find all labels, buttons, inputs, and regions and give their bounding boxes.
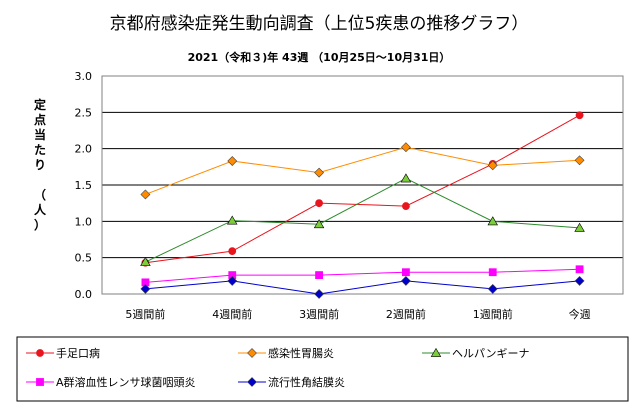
legend-label: A群溶血性レンサ球菌咽頭炎 [56,375,196,389]
data-point [488,268,497,277]
data-point [487,216,498,226]
x-tick-label: 今週 [569,307,591,321]
legend-item: 手足口病 [26,346,100,360]
data-point [402,268,410,277]
y-tick-label: 2.5 [75,106,93,119]
data-point [402,202,410,210]
y-axis-label-char: り [34,158,46,172]
chart-title: 京都府感染症発生動向調査（上位5疾患の推移グラフ） [110,14,529,34]
data-point [315,199,323,208]
legend-item: 流行性角結膜炎 [238,375,345,389]
series-line [145,114,580,264]
legend [16,336,629,402]
legend-item: ヘルパンギーナ [422,347,530,360]
data-point [227,156,238,166]
data-point [575,265,584,274]
data-point [487,283,498,294]
y-tick-label: 1.5 [75,179,93,192]
y-axis-label-char: 点 [34,112,46,127]
y-axis-label-char: ） [34,217,46,232]
x-tick-label: 3週間前 [299,307,339,321]
x-axis-ticks: 5週間前 4週間前 3週間前 2週間前 1週間前 今週 [125,307,590,321]
series-line [145,146,580,195]
chart-subtitle: 2021（令和３)年 43週 （10月25日～10月31日） [188,50,451,64]
y-tick-label: 3.0 [75,70,93,83]
y-tick-label: 0.0 [75,288,93,301]
legend-marker [247,377,257,387]
x-tick-label: 4週間前 [212,307,252,321]
data-point [227,275,238,286]
y-tick-label: 1.0 [75,215,93,228]
legend-label: 流行性角結膜炎 [268,375,345,389]
legend-item: 感染性胃腸炎 [238,346,334,360]
series-line [145,280,580,295]
legend-label: 感染性胃腸炎 [268,346,334,360]
data-point [315,271,323,280]
data-point [575,111,584,120]
x-tick-label: 5週間前 [125,307,165,321]
y-axis-ticks: 0.0 0.5 1.0 1.5 2.0 2.5 3.0 [75,70,93,301]
series-5 [140,275,585,299]
legend-label: 手足口病 [56,346,100,360]
grid [102,111,623,259]
legend-marker [36,378,44,386]
legend-marker [430,347,442,357]
legend-items: 手足口病 感染性胃腸炎 ヘルパンギーナ A群溶血性レンサ球菌咽頭炎 流行性角結膜炎 [26,346,530,389]
legend-item: A群溶血性レンサ球菌咽頭炎 [26,375,196,389]
y-tick-label: 2.0 [75,143,93,156]
series [140,111,585,299]
data-point [314,167,325,178]
series-line [145,177,580,263]
data-point [574,222,585,232]
legend-marker [247,348,257,358]
legend-label: ヘルパンギーナ [452,347,530,360]
y-axis-label-char: 当 [34,127,46,142]
data-point [314,289,325,299]
data-point [400,173,412,183]
series-3 [140,173,585,266]
data-point [313,219,325,229]
y-tick-label: 0.5 [75,252,93,265]
legend-marker [36,349,44,357]
data-point [228,247,237,256]
x-tick-label: 1週間前 [473,307,513,321]
x-tick-label: 2週間前 [386,307,426,321]
data-point [140,256,151,266]
data-point [574,275,585,286]
data-point [400,142,411,153]
data-point [400,275,411,286]
data-point [227,215,238,225]
y-axis-label-char: 人 [34,202,47,217]
data-point [140,283,151,294]
series-1 [141,111,584,267]
y-axis-label-char: 定 [34,97,46,112]
y-axis-label-char: た [34,143,46,157]
series-4 [141,265,584,287]
plot-area [101,75,624,295]
data-point [487,160,498,171]
y-axis-label-char: （ [34,187,46,202]
data-point [140,189,151,200]
series-line [145,268,580,283]
series-2 [140,142,585,200]
data-point [574,155,585,166]
